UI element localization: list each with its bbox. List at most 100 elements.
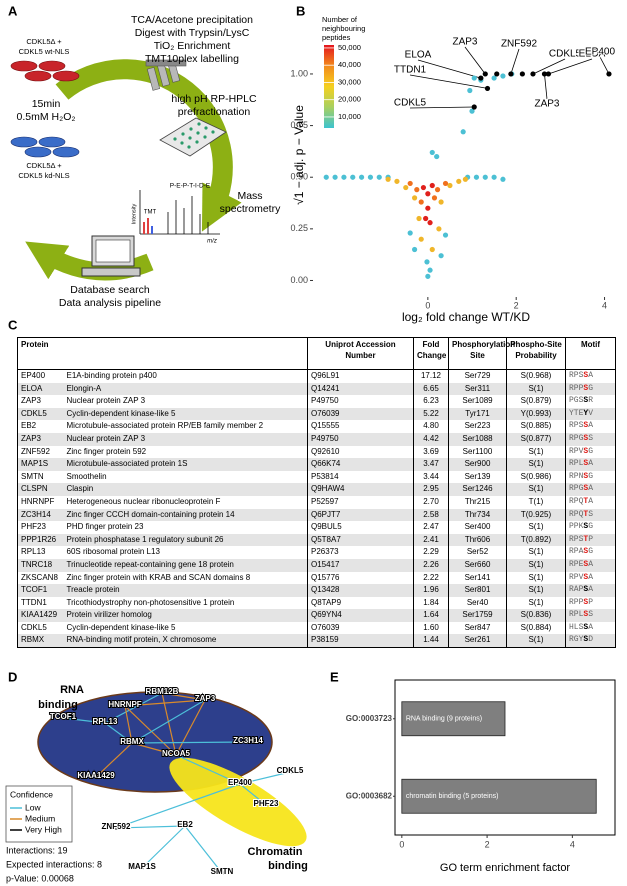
- table: Protein Uniprot Accession Number Fold Chan…: [17, 337, 616, 649]
- motif-cell: RGYSD: [565, 634, 616, 648]
- data-point: [367, 174, 374, 180]
- cell: S(1): [506, 596, 566, 610]
- gene-cell: MAP1S: [17, 458, 64, 471]
- panel-label: A: [8, 3, 18, 18]
- sample-label: CDKL5Δ +: [26, 161, 62, 170]
- cell: S(1): [506, 571, 566, 585]
- annotation: CDKL5: [394, 98, 427, 109]
- data-point: [460, 129, 466, 135]
- data-point: [500, 73, 506, 79]
- sample-label: CDKL5 wt-NLS: [19, 47, 70, 56]
- gene-cell: ZC3H14: [17, 508, 64, 522]
- cell: 2.29: [413, 546, 449, 559]
- gene-cell: CDKL5: [17, 407, 64, 421]
- step-label: TMT10plex labelling: [145, 53, 239, 65]
- motif-cell: RAPSA: [565, 584, 616, 597]
- spectrum: [139, 190, 220, 235]
- motif-cell: PPKSG: [565, 521, 616, 534]
- motif-cell: YTEYV: [565, 407, 616, 421]
- cell: S(0.986): [506, 470, 566, 484]
- data-point: [442, 232, 449, 238]
- annotation: ZNF592: [501, 39, 538, 50]
- annotation: CDKL5: [549, 49, 582, 60]
- step-label: prefractionation: [178, 106, 251, 118]
- network-edge: [239, 783, 267, 806]
- colorbar-title: Number of: [322, 15, 358, 24]
- cell: O76039: [307, 407, 414, 421]
- gene-cell: KIAA1429: [17, 609, 64, 622]
- sample-label: CDKL5 kd-NLS: [18, 171, 69, 180]
- annotation: ZAP3: [534, 99, 559, 110]
- cell: Q8TAP9: [307, 596, 414, 610]
- network-art: [5, 691, 307, 847]
- data-point: [376, 174, 382, 180]
- colorbar-title: neighbouring: [322, 24, 365, 33]
- cell: Q15555: [307, 420, 414, 433]
- cell: 2.47: [413, 521, 449, 534]
- gene-cell: ZKSCAN8: [21, 572, 58, 582]
- stat-label: Interactions: 19: [6, 845, 68, 855]
- cell: Ser801: [448, 584, 507, 597]
- data-point: [467, 87, 473, 94]
- data-point: [411, 195, 418, 201]
- gene-cell: RPL13: [21, 547, 46, 557]
- cell: Ser847: [448, 621, 507, 635]
- column-header: Motif: [565, 337, 616, 370]
- data-point: [469, 108, 475, 114]
- table-row: ZC3H14 Zinc finger CCCH domain-containing…: [17, 508, 616, 522]
- data-point: [494, 71, 500, 77]
- cell: 2.95: [413, 483, 449, 496]
- motif-cell: RPLSS: [565, 609, 616, 622]
- cell: S(1): [506, 483, 566, 496]
- x-tick-label: 2: [485, 839, 490, 849]
- data-point: [420, 184, 427, 191]
- data-point: [418, 236, 424, 242]
- tubes: [145, 58, 187, 91]
- annotation: EP400: [585, 47, 615, 58]
- table-row: TTDN1 Tricothiodystrophy non-photosensiti…: [18, 596, 616, 610]
- cell: S(0.879): [506, 395, 566, 408]
- cell: 2.41: [413, 533, 449, 547]
- network-node: [220, 871, 224, 875]
- step-label: spectrometry: [220, 203, 281, 215]
- bar: [401, 701, 506, 737]
- cell: 2.22: [413, 571, 449, 585]
- data-point: [491, 174, 497, 180]
- y-axis-label: √1 − adj. p − Value: [292, 105, 306, 205]
- cell: 2.70: [413, 495, 449, 509]
- cell: Zinc finger CCCH domain-containing prote…: [63, 508, 308, 522]
- table-row: TNRC18 Trinucleotide repeat-containing ge…: [17, 558, 616, 572]
- cell: P53814: [307, 470, 414, 484]
- cell: S(0.968): [506, 369, 566, 383]
- panel-label: D: [8, 669, 17, 684]
- data-point: [403, 184, 409, 191]
- gene-cell: PPP1R26: [17, 533, 64, 547]
- well-plate: [159, 117, 227, 157]
- gene-cell: PHF23: [21, 522, 46, 532]
- data-point: [416, 215, 422, 222]
- table-row: PPP1R26 Protein phosphatase 1 regulatory …: [17, 533, 616, 547]
- data-point: [429, 149, 435, 156]
- annotation-leader: [417, 59, 481, 79]
- cell: 6.23: [413, 395, 449, 408]
- data-point: [482, 71, 488, 77]
- cell: 1.96: [413, 584, 449, 597]
- table-row: EB2 Microtubule-associated protein RP/EB …: [18, 420, 616, 433]
- tag-label: TMT: [144, 210, 157, 216]
- network-node: [183, 824, 187, 828]
- table-row: CLSPN Claspin Q9HAW4 2.95 Ser1246 S(1) RPGSA: [17, 483, 616, 496]
- step-label: Mass: [237, 190, 262, 202]
- treatment-label: 15min: [32, 98, 61, 110]
- panel-label: B: [296, 3, 305, 18]
- node-label: KIAA1429: [77, 771, 115, 780]
- network-edge: [184, 825, 223, 874]
- node-label: SMTN: [211, 867, 234, 876]
- y-tick-label: GO:0003723: [346, 714, 393, 723]
- annotation: TTDN1: [394, 65, 427, 76]
- cell: Claspin: [63, 483, 308, 496]
- data-point: [423, 215, 429, 222]
- network-node: [160, 691, 164, 695]
- cell: 4.80: [413, 420, 449, 433]
- cell: Ser1100: [448, 445, 507, 459]
- cell: 60S ribosomal protein L13: [66, 547, 160, 557]
